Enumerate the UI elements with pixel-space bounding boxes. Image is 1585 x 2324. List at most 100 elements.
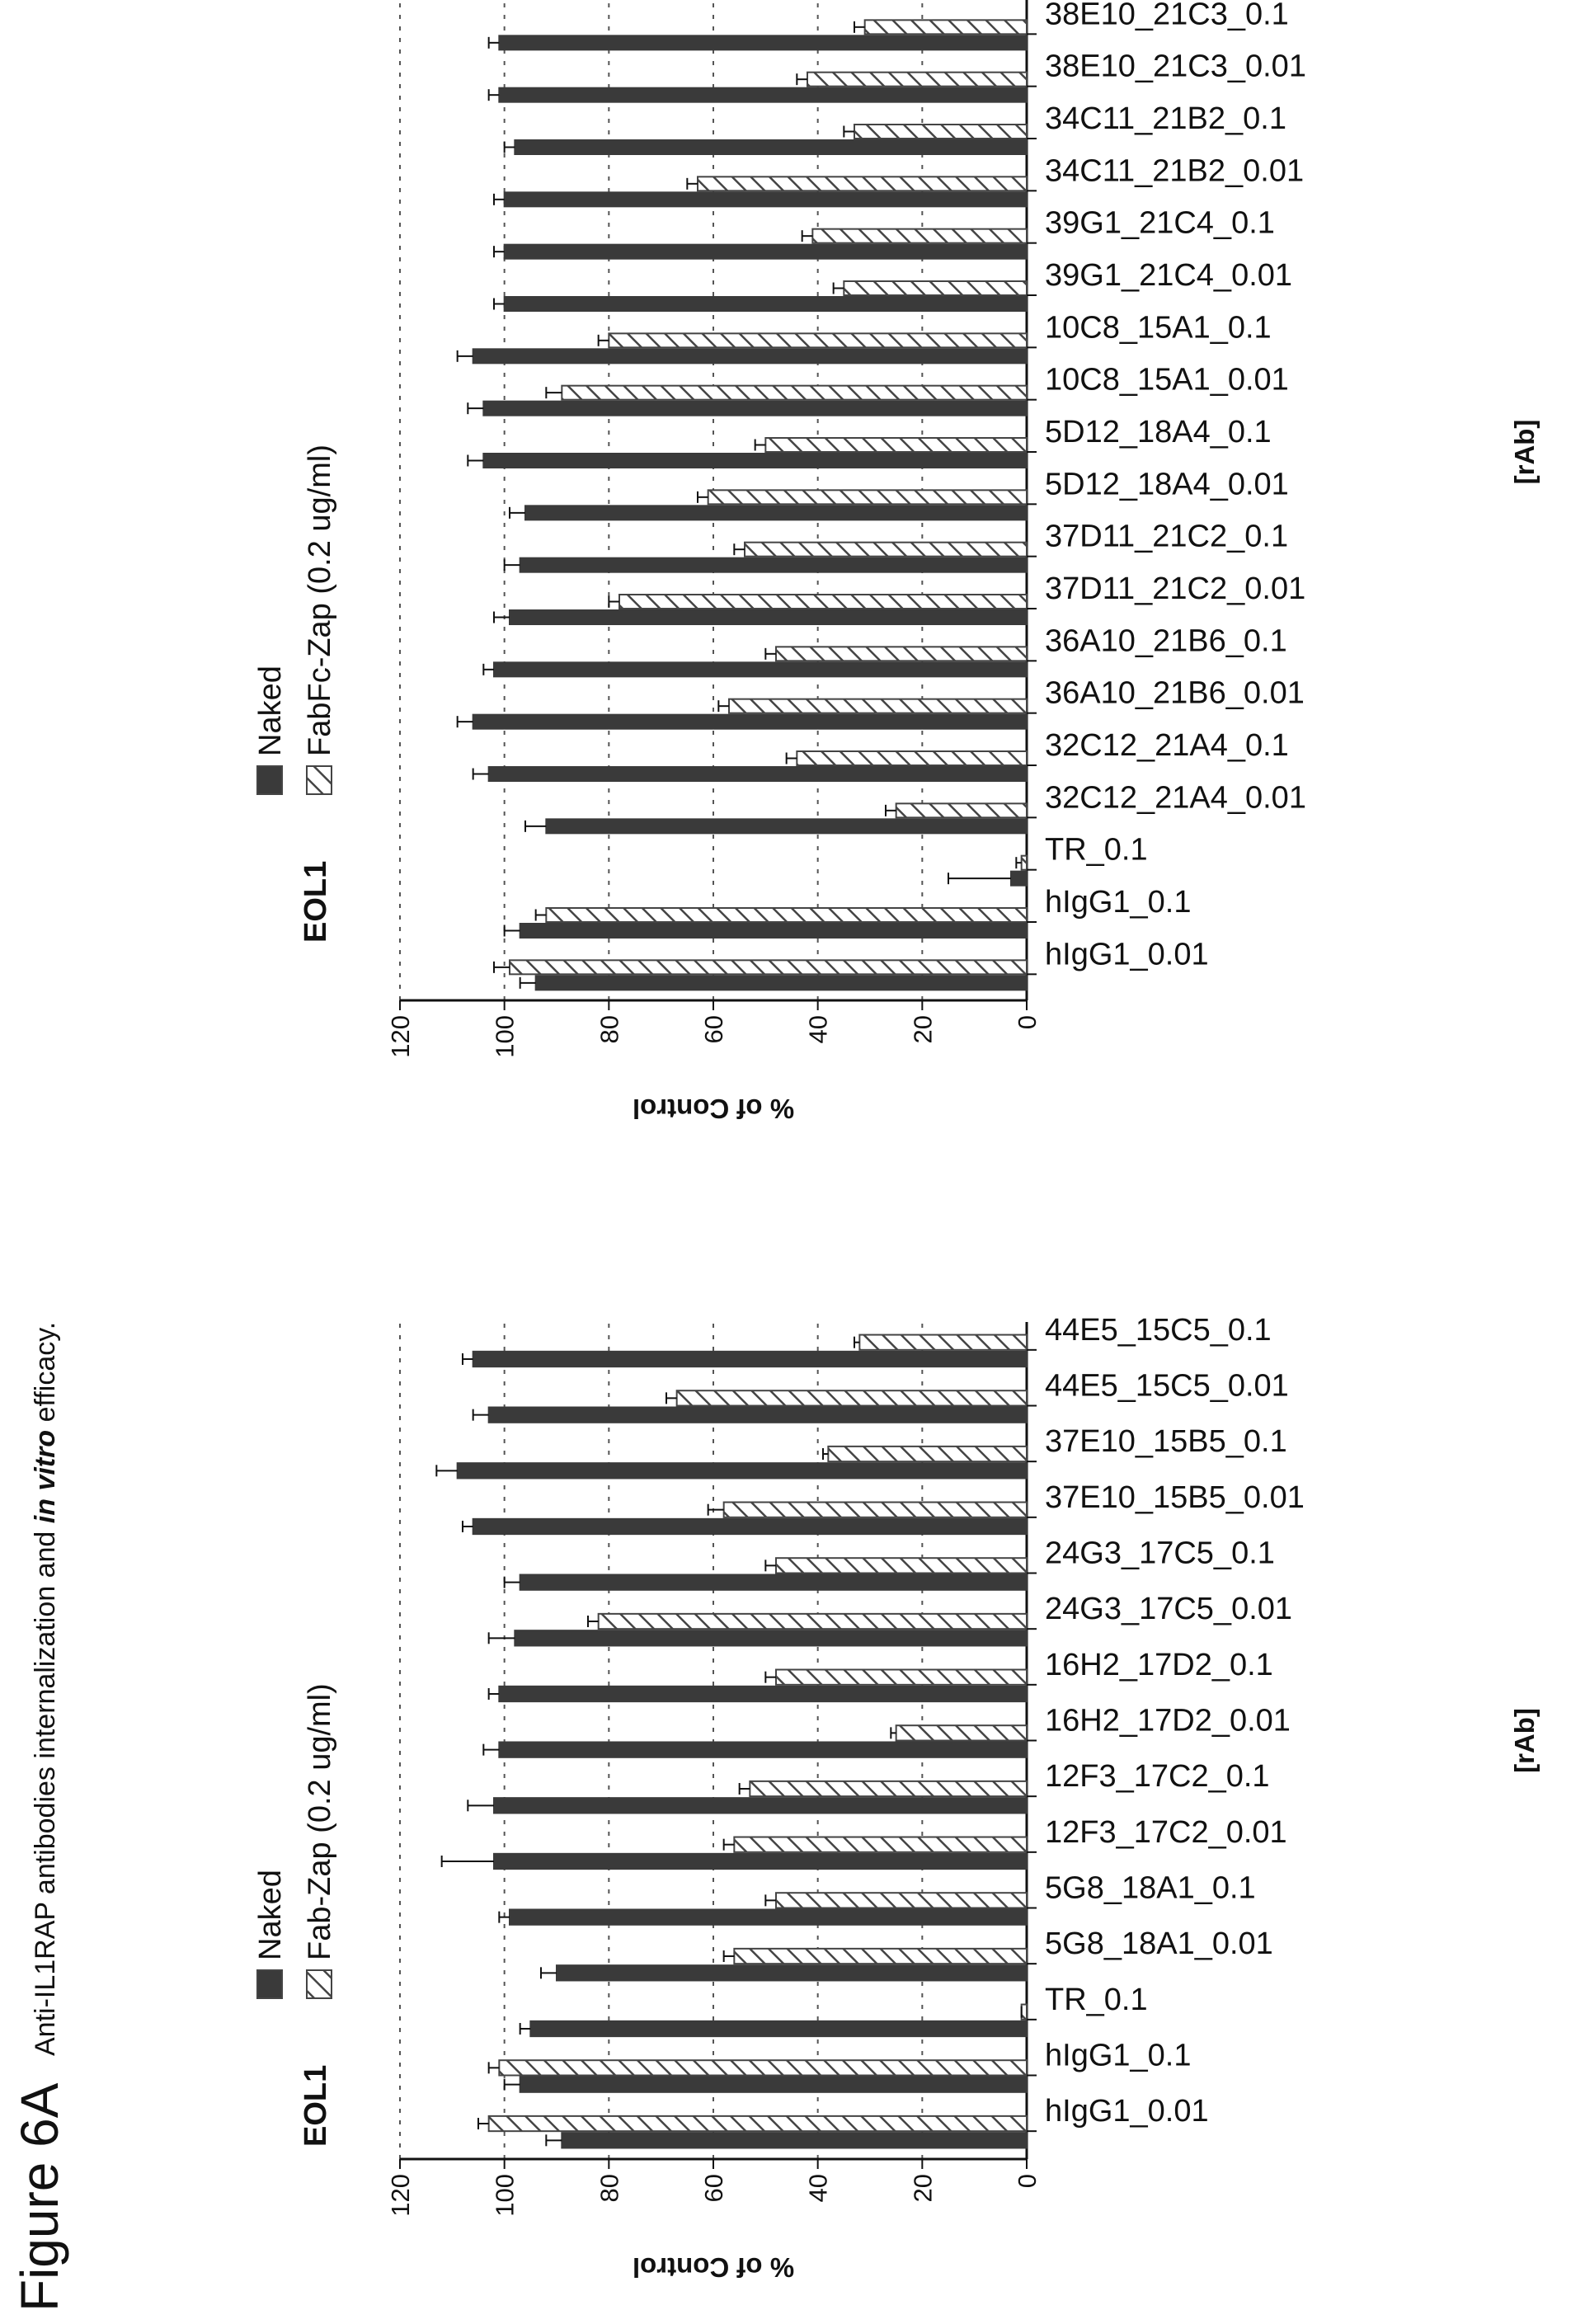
category-label: hIgG1_0.01 (1045, 937, 1209, 971)
y-tick-label: 40 (804, 2174, 833, 2202)
category-label: 37E10_15B5_0.01 (1045, 1480, 1305, 1515)
bar (775, 1892, 1028, 1909)
category-label: 24G3_17C5_0.1 (1045, 1536, 1275, 1571)
bar (498, 87, 1028, 103)
bar (529, 2020, 1028, 2038)
legend-swatch (256, 1969, 283, 1999)
bar (597, 1612, 1028, 1630)
bar (854, 124, 1028, 139)
bar (487, 1406, 1028, 1423)
bar (545, 907, 1028, 923)
bar (764, 437, 1028, 453)
bar (775, 646, 1028, 662)
bar (807, 71, 1028, 87)
category-label: 32C12_21A4_0.01 (1045, 780, 1306, 815)
y-tick-label: 80 (595, 2174, 623, 2202)
bar (827, 1445, 1028, 1463)
category-label: hIgG1_0.1 (1045, 2039, 1191, 2073)
chart-right: EOL1 Naked FabFc-Zap (0.2 ug/ml) 0 20 40 60 80 1… (253, 0, 1540, 1124)
y-tick-label: 0 (1013, 2174, 1042, 2188)
bar (498, 2059, 1028, 2077)
bar (498, 1685, 1028, 1703)
category-label: 16H2_17D2_0.01 (1045, 1704, 1291, 1738)
category-label: 37D11_21C2_0.1 (1045, 520, 1288, 554)
category-label: 5D12_18A4_0.01 (1045, 467, 1289, 501)
category-label: 38E10_21C3_0.1 (1045, 0, 1289, 31)
category-label: 24G3_17C5_0.01 (1045, 1592, 1292, 1626)
bar (775, 1668, 1028, 1686)
bar (707, 489, 1028, 506)
bar (472, 1517, 1028, 1536)
x-axis-title: [rAb] (1509, 1708, 1540, 1773)
figure-caption: Anti-IL1RAP antibodies internalization a… (30, 1322, 61, 2056)
category-label: 12F3_17C2_0.01 (1045, 1815, 1287, 1850)
legend-entry: FabFc-Zap (0.2 ug/ml) (303, 445, 337, 756)
bar (487, 766, 1028, 782)
bar (493, 661, 1028, 678)
category-label: 39G1_21C4_0.1 (1045, 206, 1275, 241)
bar (1020, 854, 1028, 871)
y-tick-label: 60 (699, 1015, 728, 1043)
y-tick-label: 60 (699, 2174, 728, 2202)
bar (796, 750, 1028, 766)
bar (534, 975, 1028, 991)
legend: EOL1 Naked Fab-Zap (0.2 ug/ml) (253, 1683, 337, 2147)
category-label: 36A10_21B6_0.1 (1045, 623, 1287, 658)
bar (722, 1501, 1028, 1518)
bar (675, 1390, 1028, 1407)
bar (493, 1852, 1028, 1870)
cell-line-label: EOL1 (299, 861, 333, 943)
category-label: 44E5_15C5_0.01 (1045, 1369, 1289, 1404)
y-tick-label: 120 (386, 2174, 415, 2217)
bar (514, 139, 1028, 155)
bar (514, 1630, 1028, 1647)
category-label: 39G1_21C4_0.01 (1045, 258, 1292, 293)
bar (843, 280, 1028, 296)
category-label: TR_0.1 (1045, 833, 1148, 868)
bar (895, 1724, 1028, 1742)
bar (811, 228, 1028, 244)
bar (863, 19, 1028, 35)
legend-swatch (306, 765, 332, 795)
y-tick-label: 120 (386, 1015, 415, 1058)
category-label: 34C11_21B2_0.1 (1045, 101, 1286, 136)
bar (1010, 870, 1028, 887)
bar (519, 557, 1028, 573)
category-label: 5G8_18A1_0.01 (1045, 1926, 1273, 1961)
bar (697, 176, 1028, 192)
bar (775, 1557, 1028, 1574)
category-label: 5G8_18A1_0.1 (1045, 1871, 1256, 1906)
bar (749, 1780, 1028, 1798)
y-axis-title: % of Control (633, 2252, 794, 2283)
category-label: 37E10_15B5_0.1 (1045, 1424, 1287, 1459)
legend-entry: Naked (253, 666, 288, 756)
x-axis-title: [rAb] (1509, 420, 1540, 485)
bar (545, 818, 1028, 835)
bar (487, 2115, 1028, 2133)
bar (472, 1350, 1028, 1368)
bar (524, 505, 1028, 521)
bar (556, 1964, 1028, 1982)
category-label: 36A10_21B6_0.01 (1045, 676, 1305, 711)
bar (503, 191, 1028, 208)
bar (503, 296, 1028, 312)
bar (509, 609, 1028, 625)
legend-entry: Fab-Zap (0.2 ug/ml) (303, 1683, 337, 1960)
bar (472, 713, 1028, 730)
category-label: hIgG1_0.1 (1045, 885, 1191, 920)
bar (509, 959, 1028, 976)
bar (519, 2076, 1028, 2093)
bar (498, 1741, 1028, 1758)
legend-swatch (306, 1969, 332, 1999)
y-tick-label: 0 (1013, 1015, 1042, 1029)
bar (733, 1947, 1028, 1965)
bar (472, 348, 1028, 365)
category-label: hIgG1_0.01 (1045, 2094, 1209, 2129)
bar (503, 243, 1028, 260)
legend-swatch (256, 765, 283, 795)
figure-label: Figure 6A (10, 2082, 69, 2312)
category-label: 32C12_21A4_0.1 (1045, 728, 1289, 763)
category-label: 16H2_17D2_0.1 (1045, 1648, 1273, 1682)
